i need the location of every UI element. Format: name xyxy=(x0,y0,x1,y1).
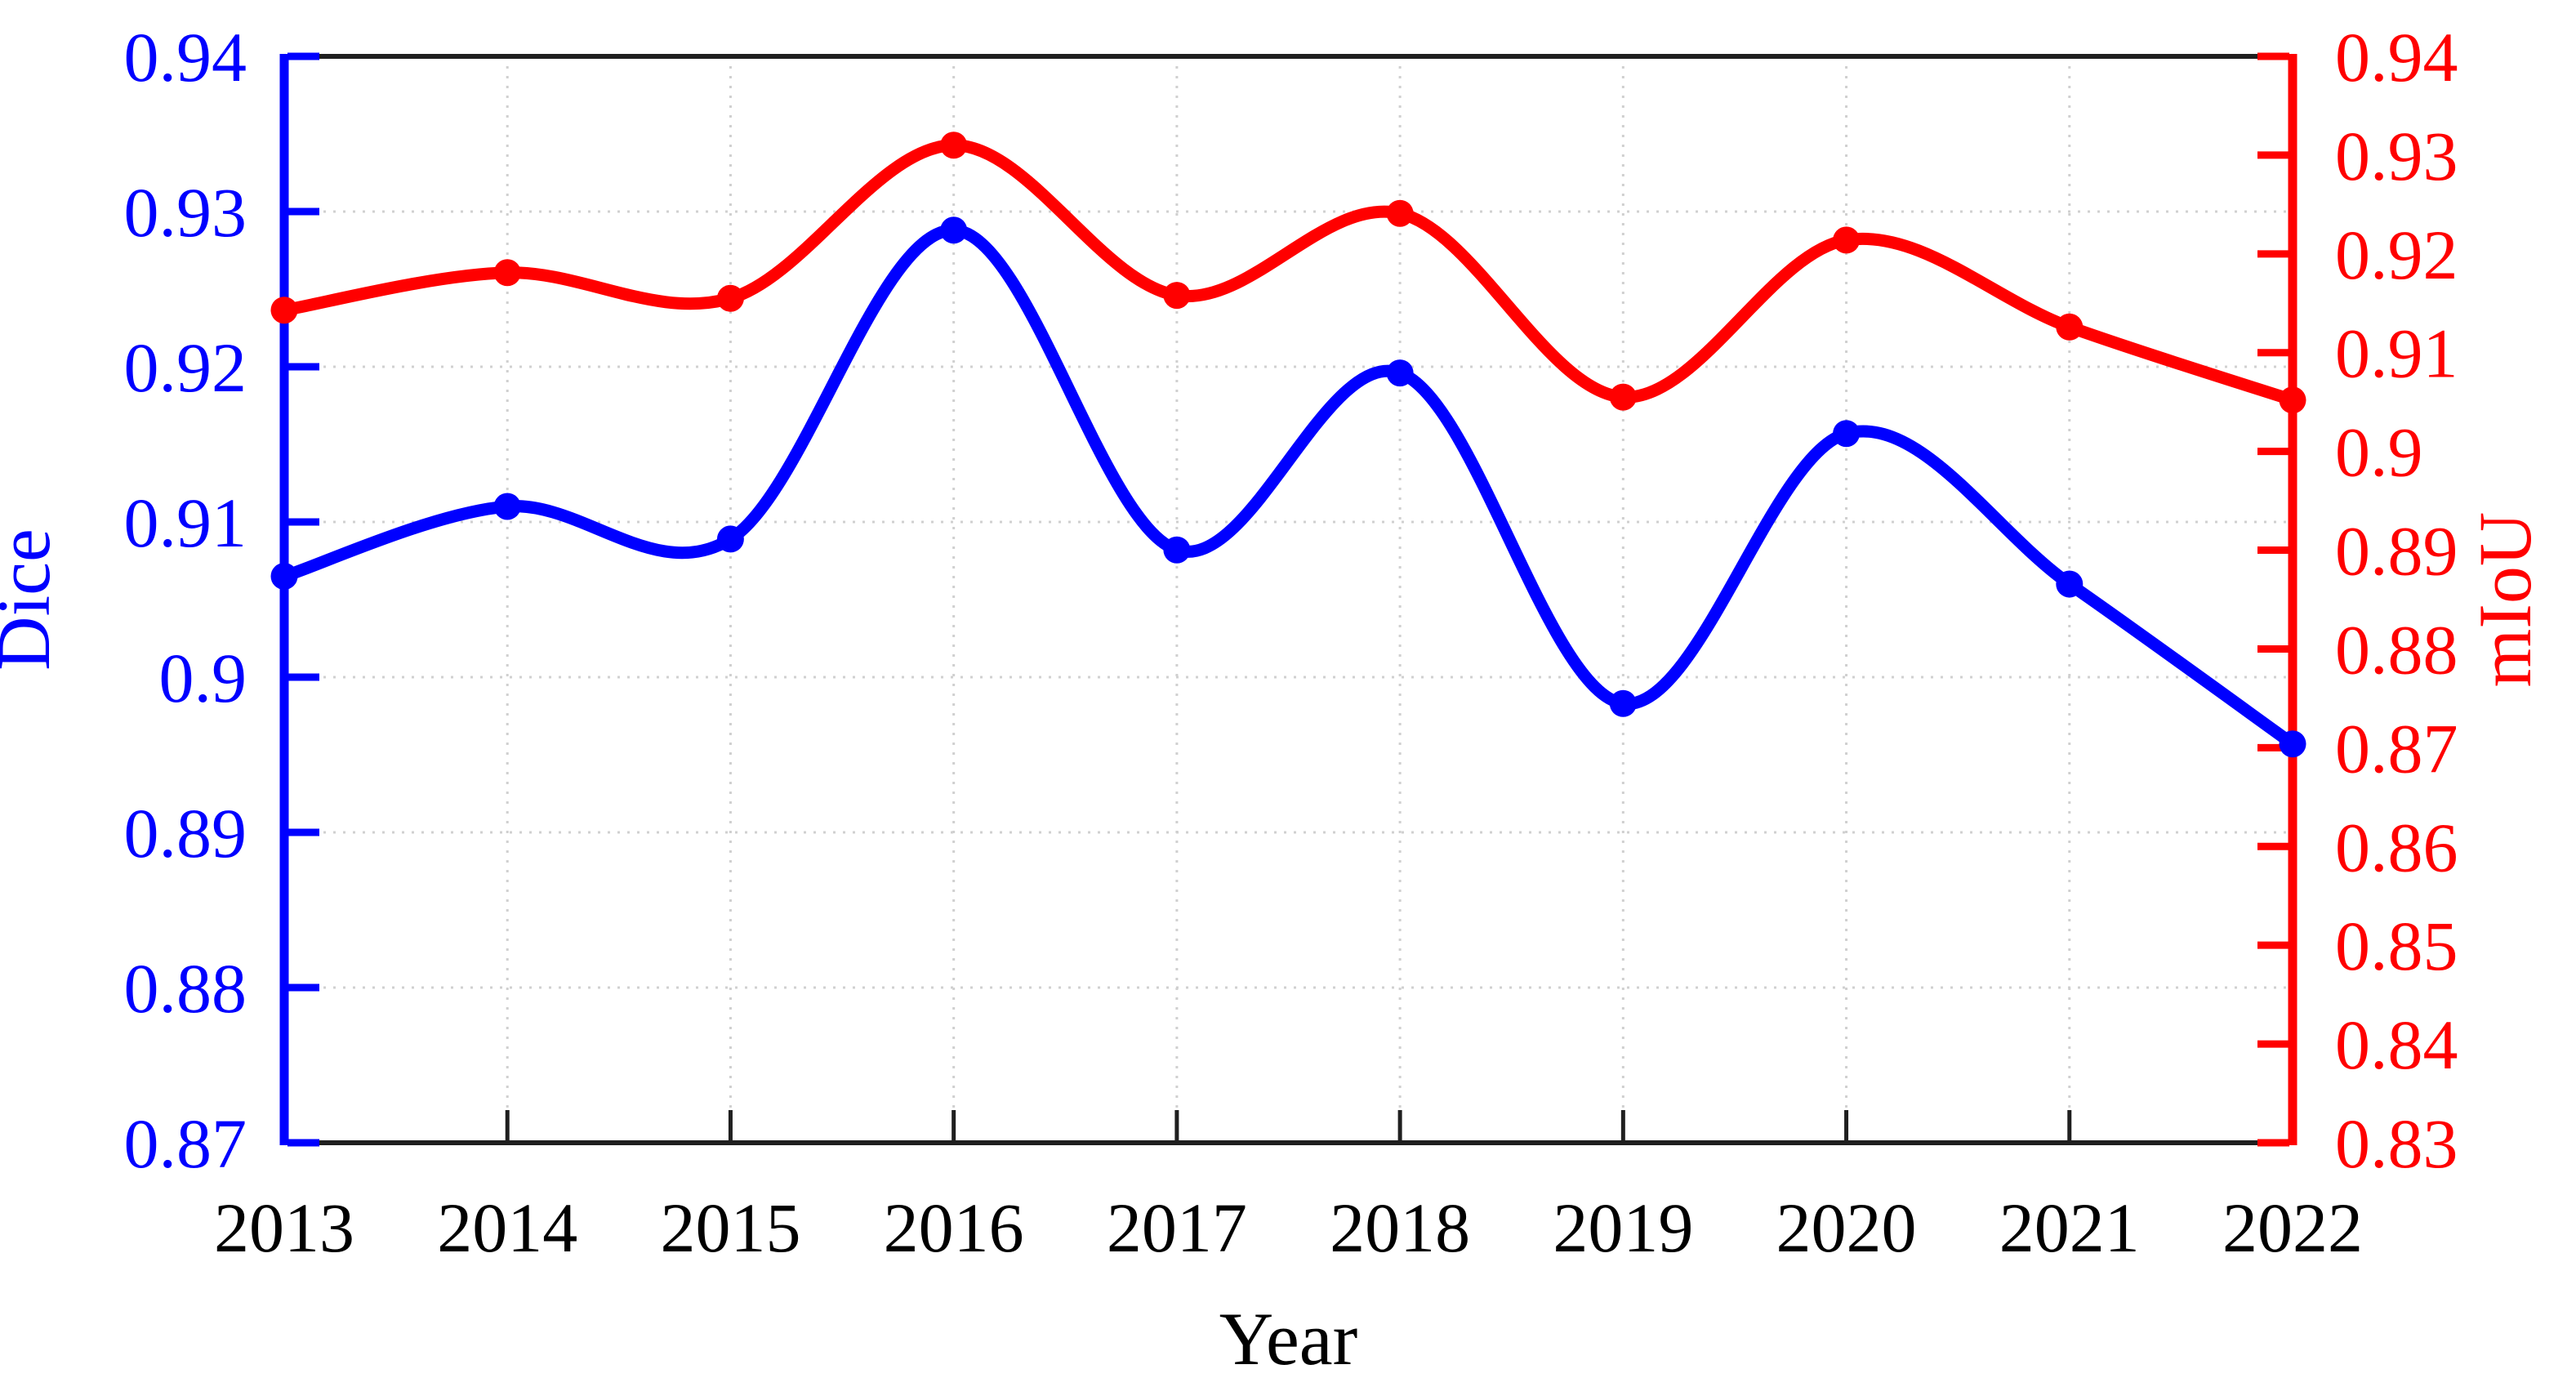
miou-data-point xyxy=(1386,199,1414,227)
right-axis-title: mIoU xyxy=(2463,512,2547,688)
dice-data-point xyxy=(1163,536,1191,564)
left-tick-label: 0.87 xyxy=(124,1104,247,1183)
right-tick-label: 0.84 xyxy=(2335,1006,2458,1084)
right-tick-label: 0.93 xyxy=(2335,117,2458,195)
left-tick-label: 0.89 xyxy=(124,794,247,872)
left-tick-label: 0.88 xyxy=(124,949,247,1028)
left-tick-label: 0.92 xyxy=(124,328,247,407)
x-axis-ticks xyxy=(282,1110,2295,1140)
left-tick-label: 0.91 xyxy=(124,484,247,562)
miou-data-point xyxy=(270,297,298,324)
right-tick-label: 0.89 xyxy=(2335,512,2458,591)
x-tick-label: 2016 xyxy=(884,1189,1024,1267)
right-tick-label: 0.87 xyxy=(2335,709,2458,787)
x-tick-label: 2022 xyxy=(2222,1189,2363,1267)
miou-data-point xyxy=(1609,383,1637,411)
dice-curve xyxy=(278,224,2299,751)
left-axis-dice xyxy=(279,52,319,1147)
dice-data-point xyxy=(1833,420,1861,448)
miou-data-point xyxy=(2279,386,2306,414)
right-tick-label: 0.92 xyxy=(2335,216,2458,294)
miou-data-point xyxy=(1163,282,1191,310)
x-tick-label: 2019 xyxy=(1553,1189,1693,1267)
x-axis-title: Year xyxy=(1219,1297,1358,1380)
dice-data-point xyxy=(270,563,298,590)
x-tick-label: 2017 xyxy=(1107,1189,1247,1267)
left-tick-label: 0.94 xyxy=(124,18,247,96)
right-tick-label: 0.9 xyxy=(2335,413,2423,492)
dice-data-point xyxy=(940,216,968,244)
dice-series xyxy=(270,216,2306,758)
right-axis-miou xyxy=(2257,52,2297,1147)
miou-series xyxy=(270,132,2306,414)
dice-data-point xyxy=(1386,359,1414,387)
miou-data-point xyxy=(2056,313,2084,341)
miou-data-point xyxy=(940,132,968,159)
left-tick-label: 0.9 xyxy=(159,639,247,717)
miou-data-point xyxy=(716,284,744,312)
gridlines xyxy=(284,56,2293,1143)
x-tick-labels: 2013 2014 2015 2016 2017 2018 2019 2020 2021 2022 xyxy=(214,1189,2363,1267)
miou-curve xyxy=(278,139,2299,407)
x-tick-label: 2020 xyxy=(1776,1189,1917,1267)
plot-frame xyxy=(284,54,2293,1145)
right-tick-label: 0.86 xyxy=(2335,808,2458,886)
right-tick-label: 0.91 xyxy=(2335,314,2458,393)
left-tick-labels: 0.94 0.93 0.92 0.91 0.9 0.89 0.88 0.87 xyxy=(124,18,247,1183)
dice-data-point xyxy=(2056,570,2084,598)
right-tick-label: 0.83 xyxy=(2335,1104,2458,1183)
left-tick-label: 0.93 xyxy=(124,173,247,252)
miou-data-point xyxy=(1833,226,1861,254)
dice-data-point xyxy=(2279,730,2306,758)
left-axis-title: Dice xyxy=(0,528,65,671)
miou-data-point xyxy=(493,259,521,287)
dice-data-point xyxy=(1609,689,1637,717)
x-tick-label: 2014 xyxy=(437,1189,577,1267)
right-tick-label: 0.94 xyxy=(2335,18,2458,96)
x-tick-label: 2021 xyxy=(1999,1189,2140,1267)
x-tick-label: 2015 xyxy=(660,1189,800,1267)
right-tick-label: 0.85 xyxy=(2335,907,2458,985)
dice-data-point xyxy=(716,525,744,553)
x-tick-label: 2013 xyxy=(214,1189,354,1267)
right-tick-labels: 0.94 0.93 0.92 0.91 0.9 0.89 0.88 0.87 0.86 0.85 0… xyxy=(2335,18,2458,1183)
right-tick-label: 0.88 xyxy=(2335,610,2458,689)
dice-data-point xyxy=(493,493,521,520)
x-tick-label: 2018 xyxy=(1330,1189,1470,1267)
